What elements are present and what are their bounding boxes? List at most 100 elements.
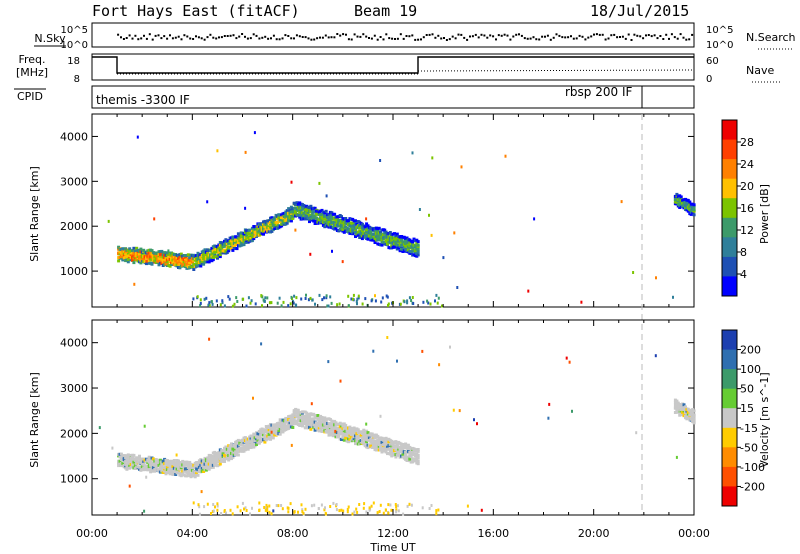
nsky-panel-frame: [91, 22, 695, 48]
scatter-cell: [313, 214, 317, 218]
scatter-cell: [264, 296, 267, 300]
nsky-point: [241, 33, 244, 35]
nsky-point: [137, 38, 140, 41]
power-y-ticks: 1000 2000 3000 4000: [60, 114, 695, 307]
scatter-cell: [192, 473, 196, 477]
scatter-cell: [428, 213, 430, 217]
nsky-point: [336, 33, 339, 35]
scatter-cell: [458, 409, 461, 413]
nsky-point: [345, 33, 347, 36]
nsky-point: [668, 37, 670, 40]
scatter-cell: [408, 296, 411, 300]
scatter-cell: [216, 149, 219, 153]
scatter-cell: [317, 507, 320, 510]
scatter-cell: [228, 453, 232, 457]
scatter-cell: [331, 225, 335, 229]
scatter-cell: [132, 460, 136, 464]
scatter-cell: [175, 453, 178, 457]
nsky-point: [171, 37, 174, 40]
scatter-cell: [379, 414, 382, 418]
nsky-point: [342, 33, 345, 36]
scatter-cell: [338, 302, 341, 306]
x-tick-label: 08:00: [277, 527, 309, 540]
nsky-point: [177, 35, 180, 38]
scatter-cell: [132, 453, 136, 457]
scatter-cell: [376, 229, 380, 233]
nsky-point: [359, 35, 362, 38]
scatter-cell: [396, 359, 398, 363]
scatter-cell: [362, 506, 365, 510]
nsky-point: [572, 37, 575, 40]
scatter-cell: [410, 503, 413, 507]
scatter-cell: [207, 260, 211, 264]
nsky-point: [469, 35, 471, 38]
scatter-cell: [244, 150, 247, 154]
scatter-cell: [236, 505, 239, 509]
nsky-point: [440, 37, 443, 40]
scatter-cell: [326, 304, 329, 308]
nsky-point: [215, 37, 218, 40]
scatter-cell: [329, 295, 332, 299]
scatter-cell: [330, 211, 334, 215]
velocity-x-ticks: 00:00 04:00 08:00 12:00 16:00 20:00 00:00: [76, 527, 710, 540]
scatter-cell: [186, 253, 190, 257]
scatter-cell: [379, 159, 382, 162]
scatter-cell: [231, 512, 234, 516]
scatter-cell: [384, 230, 388, 234]
scatter-cell: [193, 475, 197, 479]
scatter-cell: [431, 156, 434, 160]
scatter-cell: [138, 454, 141, 458]
scatter-cell: [334, 421, 338, 425]
scatter-cell: [225, 251, 229, 254]
scatter-cell: [416, 243, 420, 247]
scatter-cell: [126, 455, 130, 459]
scatter-cell: [216, 502, 219, 506]
scatter-cell: [190, 260, 194, 264]
scatter-cell: [295, 296, 298, 300]
scatter-cell: [267, 428, 271, 432]
scatter-cell: [393, 239, 396, 243]
scatter-cell: [675, 455, 678, 459]
scatter-cell: [672, 295, 674, 299]
scatter-cell: [304, 297, 307, 300]
scatter-cell: [295, 303, 298, 307]
scatter-cell: [250, 299, 253, 303]
scatter-cell: [248, 231, 252, 235]
scatter-cell: [131, 258, 134, 262]
scatter-cell: [389, 503, 392, 507]
nsky-point: [538, 38, 541, 41]
scatter-cell: [230, 247, 233, 251]
nsky-point: [489, 34, 492, 37]
scatter-cell: [387, 503, 390, 507]
scatter-cell: [235, 247, 239, 251]
scatter-cell: [369, 230, 373, 234]
nsky-point: [685, 38, 688, 41]
scatter-cell: [403, 300, 406, 304]
scatter-cell: [320, 503, 323, 507]
scatter-cell: [221, 299, 224, 303]
scatter-cell: [323, 420, 327, 424]
scatter-cell: [678, 413, 682, 417]
scatter-cell: [351, 226, 355, 230]
scatter-cell: [394, 234, 398, 238]
nsearch-tick-low: 10^0: [706, 40, 733, 51]
scatter-cell: [320, 213, 324, 216]
nsky-point: [350, 38, 353, 41]
nsky-point: [546, 34, 549, 37]
scatter-cell: [214, 505, 216, 509]
scatter-cell: [329, 505, 332, 508]
scatter-cell: [242, 297, 245, 301]
colorbar-swatch: [722, 217, 737, 238]
scatter-cell: [341, 260, 344, 264]
colorbar-swatch: [722, 427, 737, 448]
scatter-cell: [291, 422, 295, 426]
scatter-cell: [327, 428, 331, 432]
nsky-point: [174, 36, 177, 39]
scatter-cell: [654, 354, 657, 358]
velocity-colorbar: 200 100 50 15 -15 -50 -100 -200: [721, 329, 765, 507]
scatter-cell: [691, 211, 695, 215]
scatter-cell: [394, 503, 397, 506]
scatter-cell: [393, 232, 396, 236]
scatter-cell: [193, 465, 197, 468]
scatter-cell: [254, 302, 257, 306]
